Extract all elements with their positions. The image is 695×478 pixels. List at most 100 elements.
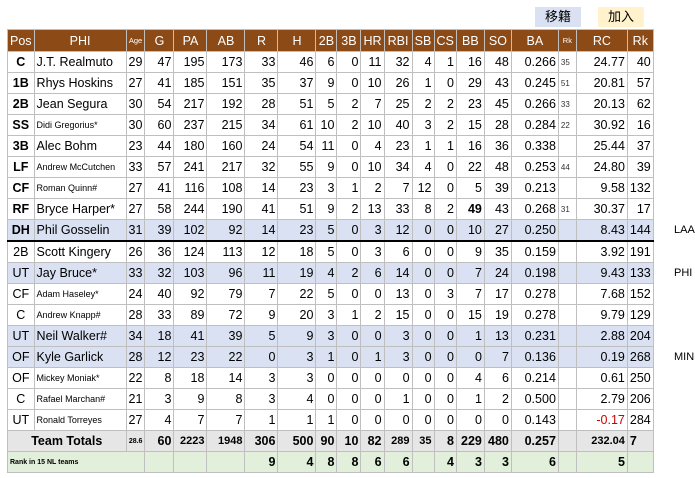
age-cell: 23 [125,135,146,157]
column-header[interactable]: Rk [626,29,654,52]
player-name-link[interactable]: Roman Quinn# [33,177,127,199]
stat-cell: 108 [206,177,246,199]
stat-cell: 4 [411,156,435,178]
rc-rank-cell: 40 [626,51,654,73]
stat-cell: 32 [383,51,413,73]
player-name-link[interactable]: Jean Segura [33,93,127,115]
stat-cell: 29 [455,72,485,94]
stat-cell: 13 [483,325,512,347]
stat-cell: 0 [336,346,362,368]
column-header[interactable]: SB [411,29,435,52]
age-cell: 31 [125,219,146,242]
table-row[interactable]: OF Kyle Garlick 28 12 23 22 0 3 1 0 1 3 0 0 0 7 0.136 0.1… [7,346,654,368]
player-name-link[interactable]: Neil Walker# [33,325,127,347]
position-cell: UT [7,325,35,347]
stat-cell: 0 [411,409,435,431]
age-cell: 29 [125,51,146,73]
column-header[interactable]: Rk [557,29,577,52]
column-header[interactable]: SO [483,29,512,52]
rc-rank-cell: 17 [626,198,654,220]
column-header[interactable]: PHI [33,29,127,52]
player-name-link[interactable]: Ronald Torreyes [33,409,127,431]
rc-rank-cell: 129 [626,304,654,326]
player-name-link[interactable]: Adam Haseley* [33,283,127,305]
column-header[interactable]: RC [575,29,628,52]
stat-cell: 51 [277,198,317,220]
player-name-link[interactable]: Rafael Marchan# [33,388,127,410]
table-row[interactable]: UT Jay Bruce* 33 32 103 96 11 19 4 2 6 14 0 0 7 24 0.198… [7,262,654,284]
stat-cell: 2 [336,198,362,220]
player-name-link[interactable]: Rhys Hoskins [33,72,127,94]
stat-cell: 15 [383,304,413,326]
column-header[interactable]: Pos [7,29,35,52]
player-name-link[interactable]: Andrew McCutchen [33,156,127,178]
table-row[interactable]: C J.T. Realmuto 29 47 195 173 33 46 6 0 11 32 4 1 16 48… [7,51,654,73]
rank-cell: 4 [277,451,317,473]
player-name-link[interactable]: Kyle Garlick [33,346,127,368]
column-header[interactable]: PA [173,29,208,52]
column-header[interactable]: R [244,29,279,52]
table-row[interactable]: SS Didi Gregorius* 30 60 237 215 34 61 10 2 10 40 3 2… [7,114,654,136]
player-name-link[interactable]: Mickey Moniak* [33,367,127,389]
stat-cell: 0 [336,135,362,157]
column-header[interactable]: G [144,29,175,52]
player-name-link[interactable]: Andrew Knapp# [33,304,127,326]
column-header[interactable]: CS [433,29,457,52]
table-row[interactable]: CF Roman Quinn# 27 41 116 108 14 23 3 1 2 7 12 0 5 39 0.… [7,177,654,199]
stat-cell: 4 [411,51,435,73]
player-name-link[interactable]: Jay Bruce* [33,262,127,284]
runs-created-cell: 25.44 [575,135,628,157]
column-header[interactable]: 2B [315,29,338,52]
table-row[interactable]: UT Ronald Torreyes 27 4 7 7 1 1 1 0 0 0 0 0 0 0 0.143 -0.… [7,409,654,431]
player-name-link[interactable]: Phil Gosselin [33,219,127,242]
stat-cell: 0 [455,409,485,431]
table-row[interactable]: 2B Scott Kingery 26 36 124 113 12 18 5 0 3 6 0 0 9 35 0.… [7,240,654,263]
table-row[interactable]: UT Neil Walker# 34 18 41 39 5 9 3 0 0 3 0 0 1 13 0.231 2.… [7,325,654,347]
column-header[interactable]: RBI [383,29,413,52]
stat-cell: 28.6 [125,430,146,452]
ba-rank-cell [557,304,577,326]
move-button[interactable]: 移籍 [535,7,581,27]
table-row[interactable]: RF Bryce Harper* 27 58 244 190 41 51 9 2 13 33 8 2 49 4… [7,198,654,220]
stat-cell: 2 [336,114,362,136]
stat-cell: 195 [173,51,208,73]
runs-created-cell: 3.92 [575,240,628,263]
table-row[interactable]: 1B Rhys Hoskins 27 41 185 151 35 37 9 0 10 26 1 0 29 43… [7,72,654,94]
player-name-link[interactable]: Didi Gregorius* [33,114,127,136]
table-row[interactable]: CF Adam Haseley* 24 40 92 79 7 22 5 0 0 13 0 3 7 17 0.27… [7,283,654,305]
table-row[interactable]: DH Phil Gosselin 31 39 102 92 14 23 5 0 3 12 0 0 10 27 0… [7,219,654,242]
column-header[interactable]: BB [455,29,485,52]
column-header[interactable]: Age [125,29,146,52]
table-row[interactable]: C Andrew Knapp# 28 33 89 72 9 20 3 1 2 15 0 0 15 19 0.27… [7,304,654,326]
ba-rank-cell [557,283,577,305]
batting-average-cell: 0.250 [510,219,559,242]
stat-cell: 6 [360,262,385,284]
column-header[interactable]: HR [360,29,385,52]
stat-cell: 0 [383,367,413,389]
column-header[interactable]: H [277,29,317,52]
column-header[interactable]: 3B [336,29,362,52]
stat-cell: 10 [360,114,385,136]
player-name-link[interactable]: Scott Kingery [33,240,127,263]
column-header[interactable]: AB [206,29,246,52]
player-name-link[interactable]: J.T. Realmuto [33,51,127,73]
stat-cell: 7 [626,430,654,452]
batting-average-cell: 0.338 [510,135,559,157]
stat-cell: 32 [144,262,175,284]
stat-cell: 190 [206,198,246,220]
table-row[interactable]: 3B Alec Bohm 23 44 180 160 24 54 11 0 4 23 1 1 16 36 0.3… [7,135,654,157]
add-button[interactable]: 加入 [598,7,644,27]
stat-cell: 9 [277,325,317,347]
player-name-link[interactable]: Alec Bohm [33,135,127,157]
table-row[interactable]: C Rafael Marchan# 21 3 9 8 3 4 0 0 0 1 0 0 1 2 0.500 2.79… [7,388,654,410]
runs-created-cell: 2.88 [575,325,628,347]
player-name-link[interactable]: Bryce Harper* [33,198,127,220]
stat-cell: 103 [173,262,208,284]
age-cell: 33 [125,156,146,178]
table-row[interactable]: 2B Jean Segura 30 54 217 192 28 51 5 2 7 25 2 2 23 45 0.… [7,93,654,115]
table-row[interactable]: LF Andrew McCutchen 33 57 241 217 32 55 9 0 10 34 4 0… [7,156,654,178]
table-row[interactable]: OF Mickey Moniak* 22 8 18 14 3 3 0 0 0 0 0 0 4 6 0.214 0.… [7,367,654,389]
column-header[interactable]: BA [510,29,559,52]
stat-cell: 0 [433,346,457,368]
stat-cell: 0 [433,219,457,242]
